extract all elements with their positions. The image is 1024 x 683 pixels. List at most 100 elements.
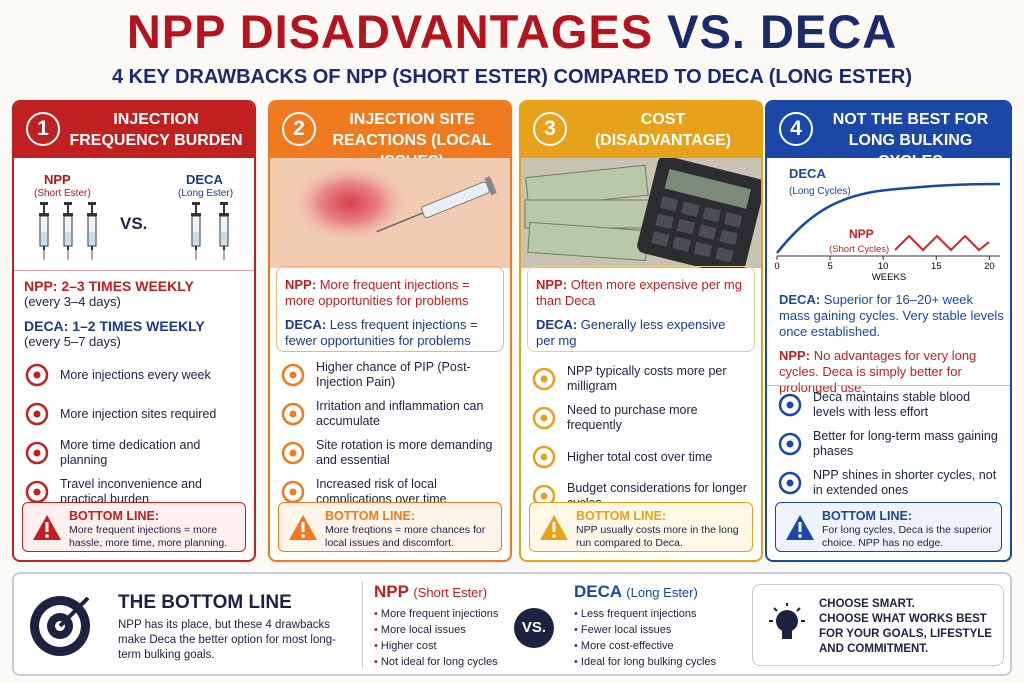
bullet: • [374,656,381,668]
rect [702,206,721,223]
statements: NPP: 2–3 TIMES WEEKLY (every 3–4 days) DE… [24,278,248,358]
bottom-line-label: BOTTOM LINE: [69,509,160,523]
bottom-line-text: More frequent injections = more hassle, … [69,524,228,549]
item-text: Deca maintains stable blood levels with … [813,390,971,419]
item-icon [281,402,305,426]
bullet-item: • Fewer local issues [574,622,716,638]
icon-shape [25,441,49,465]
statement-label: DECA: [285,317,327,332]
icon-shape [33,449,41,457]
npp-heading: NPP (Short Ester) [374,582,487,602]
item-icon [532,367,556,391]
statement: DECA: Generally less expensive per mg [536,317,746,349]
bullet-text: Ideal for long bulking cycles [580,656,717,668]
ellipse [290,163,410,243]
bullet-text: Fewer local issues [580,624,672,636]
x-tick-label: 10 [878,261,889,272]
card-number: 4 [779,112,813,146]
deca-sub: (Long Ester) [626,585,698,600]
title-line: INJECTION [113,111,199,128]
deca-heading: DECA (Long Ester) [574,582,698,602]
statement-label: NPP: [779,348,811,363]
card-title: COST (DISADVANTAGE) [569,109,757,151]
bottom-line-label: BOTTOM LINE: [576,509,667,523]
statement-text: Superior for 16–20+ week mass gaining cy… [779,292,1004,339]
cta-text: CHOOSE SMART. CHOOSE WHAT WORKS BEST FOR Y… [819,597,992,657]
list-item: Higher total cost over time [531,442,755,472]
statement: DECA: 1–2 TIMES WEEKLY (every 5–7 days) [24,318,248,350]
use [33,515,61,540]
use [218,202,230,261]
icon-shape [281,363,305,387]
rect [672,236,691,252]
rect [723,212,743,228]
circle [776,610,798,632]
bullet-text: Less frequent injections [580,608,697,620]
target-icon [30,596,90,656]
statement: NPP: Often more expensive per mg than De… [536,277,746,309]
item-icon [25,363,49,387]
bullet-item: • Higher cost [374,638,498,654]
divider [767,385,1010,386]
item-icon [281,363,305,387]
rect [651,231,670,247]
list-item: Need to purchase more frequently [531,403,755,433]
bullet-item: • Ideal for long bulking cycles [574,654,716,670]
deca-sub: (Long Cycles) [789,186,851,197]
icon-shape [33,410,41,418]
money-image [521,158,761,268]
line [773,607,778,612]
g [769,603,805,622]
bullet: • [374,624,381,636]
list-item: NPP typically costs more per milligram [531,364,755,394]
item-list: Higher chance of PIP (Post-Injection Pai… [280,360,504,516]
statement-label: DECA: [779,292,821,307]
npp-sub: (Short Cycles) [829,244,889,255]
mini-chart: DECA (Long Cycles) NPP (Short Cycles) WE… [774,166,1001,283]
rect [659,196,679,212]
icon-shape [540,453,548,461]
warning-icon [786,515,814,540]
title-part: NPP DISADVANTAGES [126,5,654,58]
icon-shape [25,363,49,387]
card-number: 3 [533,112,567,146]
statement-text: Less frequent injections = fewer opportu… [285,317,478,348]
statement-label: NPP: [285,277,317,292]
item-text: Site rotation is more demanding and esse… [316,438,493,467]
x-tick-label: 5 [827,261,832,272]
vs-badge: VS. [514,608,554,648]
bullet-item: • Less frequent injections [574,606,716,622]
x-tick-label: 15 [931,261,942,272]
bullet: • [574,608,581,620]
use [786,515,814,540]
title-line: LONG BULKING CYCLES [848,132,973,170]
bullet-text: More local issues [380,624,466,636]
list-item: Irritation and inflammation can accumula… [280,399,504,429]
bullet: • [574,624,581,636]
footer-title: THE BOTTOM LINE [118,592,292,613]
bottom-line-text: For long cycles, Deca is the superior ch… [822,524,992,549]
icon-shape [281,441,305,465]
bottom-line: BOTTOM LINE: More freqtions = more chance… [278,502,502,552]
list-item: More time dedication and planning [24,438,248,468]
item-text: Irritation and inflammation can accumula… [316,399,484,428]
list-item: More injection sites required [24,399,248,429]
item-icon [778,393,802,417]
bullet: • [574,640,581,652]
title-part: VS. DECA [667,5,898,58]
list-item: Higher chance of PIP (Post-Injection Pai… [280,360,504,390]
card-number: 1 [26,112,60,146]
title-line: INJECTION SITE [349,111,475,128]
icon-shape [786,479,794,487]
item-icon [532,445,556,469]
g [651,168,751,263]
statement-label: DECA: 1–2 TIMES WEEKLY [24,318,205,334]
bullet-text: Higher cost [380,640,437,652]
syringes [38,202,230,261]
item-list: More injections every week More injection… [24,360,248,516]
bullet: • [374,640,381,652]
statements: DECA: Superior for 16–20+ week mass gain… [779,292,1004,404]
